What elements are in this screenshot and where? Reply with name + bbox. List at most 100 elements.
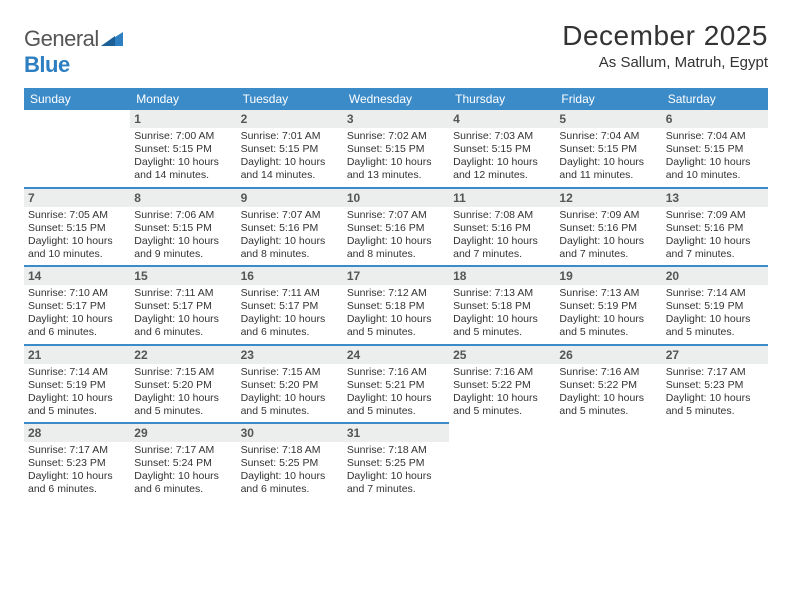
day-number: 31 bbox=[343, 424, 449, 442]
day-number: 23 bbox=[237, 346, 343, 364]
day-info: Sunrise: 7:11 AMSunset: 5:17 PMDaylight:… bbox=[130, 285, 236, 344]
day-number: 9 bbox=[237, 189, 343, 207]
empty-day bbox=[555, 423, 661, 440]
calendar-day-cell: 21Sunrise: 7:14 AMSunset: 5:19 PMDayligh… bbox=[24, 345, 130, 424]
day-info: Sunrise: 7:01 AMSunset: 5:15 PMDaylight:… bbox=[237, 128, 343, 187]
calendar-day-cell: 10Sunrise: 7:07 AMSunset: 5:16 PMDayligh… bbox=[343, 188, 449, 267]
calendar-day-cell: 3Sunrise: 7:02 AMSunset: 5:15 PMDaylight… bbox=[343, 110, 449, 188]
calendar-thead: SundayMondayTuesdayWednesdayThursdayFrid… bbox=[24, 88, 768, 110]
day-number: 24 bbox=[343, 346, 449, 364]
page-header: General Blue December 2025 As Sallum, Ma… bbox=[24, 20, 768, 78]
day-info: Sunrise: 7:14 AMSunset: 5:19 PMDaylight:… bbox=[662, 285, 768, 344]
brand-part1: General bbox=[24, 26, 99, 51]
day-info: Sunrise: 7:09 AMSunset: 5:16 PMDaylight:… bbox=[555, 207, 661, 266]
calendar-day-cell bbox=[555, 423, 661, 501]
day-number: 5 bbox=[555, 110, 661, 128]
day-number: 21 bbox=[24, 346, 130, 364]
calendar-day-cell: 4Sunrise: 7:03 AMSunset: 5:15 PMDaylight… bbox=[449, 110, 555, 188]
day-info: Sunrise: 7:10 AMSunset: 5:17 PMDaylight:… bbox=[24, 285, 130, 344]
calendar-day-cell: 28Sunrise: 7:17 AMSunset: 5:23 PMDayligh… bbox=[24, 423, 130, 501]
weekday-header: Monday bbox=[130, 88, 236, 110]
day-info: Sunrise: 7:14 AMSunset: 5:19 PMDaylight:… bbox=[24, 364, 130, 423]
calendar-day-cell: 30Sunrise: 7:18 AMSunset: 5:25 PMDayligh… bbox=[237, 423, 343, 501]
day-info: Sunrise: 7:13 AMSunset: 5:18 PMDaylight:… bbox=[449, 285, 555, 344]
day-number: 2 bbox=[237, 110, 343, 128]
calendar-day-cell: 11Sunrise: 7:08 AMSunset: 5:16 PMDayligh… bbox=[449, 188, 555, 267]
day-number: 15 bbox=[130, 267, 236, 285]
day-number: 20 bbox=[662, 267, 768, 285]
calendar-week-row: 14Sunrise: 7:10 AMSunset: 5:17 PMDayligh… bbox=[24, 266, 768, 345]
empty-day bbox=[24, 110, 130, 127]
calendar-day-cell: 2Sunrise: 7:01 AMSunset: 5:15 PMDaylight… bbox=[237, 110, 343, 188]
day-number: 13 bbox=[662, 189, 768, 207]
day-info: Sunrise: 7:00 AMSunset: 5:15 PMDaylight:… bbox=[130, 128, 236, 187]
calendar-week-row: 21Sunrise: 7:14 AMSunset: 5:19 PMDayligh… bbox=[24, 345, 768, 424]
day-number: 30 bbox=[237, 424, 343, 442]
calendar-day-cell: 1Sunrise: 7:00 AMSunset: 5:15 PMDaylight… bbox=[130, 110, 236, 188]
day-info: Sunrise: 7:16 AMSunset: 5:21 PMDaylight:… bbox=[343, 364, 449, 423]
day-info: Sunrise: 7:18 AMSunset: 5:25 PMDaylight:… bbox=[237, 442, 343, 501]
day-info: Sunrise: 7:12 AMSunset: 5:18 PMDaylight:… bbox=[343, 285, 449, 344]
calendar-day-cell: 14Sunrise: 7:10 AMSunset: 5:17 PMDayligh… bbox=[24, 266, 130, 345]
day-number: 7 bbox=[24, 189, 130, 207]
day-info: Sunrise: 7:04 AMSunset: 5:15 PMDaylight:… bbox=[662, 128, 768, 187]
weekday-header: Saturday bbox=[662, 88, 768, 110]
weekday-header: Tuesday bbox=[237, 88, 343, 110]
weekday-header: Thursday bbox=[449, 88, 555, 110]
brand-text: General Blue bbox=[24, 26, 123, 78]
day-number: 18 bbox=[449, 267, 555, 285]
calendar-day-cell: 25Sunrise: 7:16 AMSunset: 5:22 PMDayligh… bbox=[449, 345, 555, 424]
day-info: Sunrise: 7:11 AMSunset: 5:17 PMDaylight:… bbox=[237, 285, 343, 344]
day-number: 14 bbox=[24, 267, 130, 285]
day-info: Sunrise: 7:18 AMSunset: 5:25 PMDaylight:… bbox=[343, 442, 449, 501]
day-number: 29 bbox=[130, 424, 236, 442]
day-number: 27 bbox=[662, 346, 768, 364]
weekday-header-row: SundayMondayTuesdayWednesdayThursdayFrid… bbox=[24, 88, 768, 110]
calendar-table: SundayMondayTuesdayWednesdayThursdayFrid… bbox=[24, 88, 768, 501]
day-number: 1 bbox=[130, 110, 236, 128]
calendar-day-cell: 20Sunrise: 7:14 AMSunset: 5:19 PMDayligh… bbox=[662, 266, 768, 345]
location-subtitle: As Sallum, Matruh, Egypt bbox=[562, 54, 768, 71]
day-info: Sunrise: 7:08 AMSunset: 5:16 PMDaylight:… bbox=[449, 207, 555, 266]
calendar-body: 1Sunrise: 7:00 AMSunset: 5:15 PMDaylight… bbox=[24, 110, 768, 501]
calendar-day-cell: 29Sunrise: 7:17 AMSunset: 5:24 PMDayligh… bbox=[130, 423, 236, 501]
brand-part2: Blue bbox=[24, 52, 70, 77]
calendar-day-cell: 8Sunrise: 7:06 AMSunset: 5:15 PMDaylight… bbox=[130, 188, 236, 267]
calendar-day-cell: 15Sunrise: 7:11 AMSunset: 5:17 PMDayligh… bbox=[130, 266, 236, 345]
calendar-day-cell: 7Sunrise: 7:05 AMSunset: 5:15 PMDaylight… bbox=[24, 188, 130, 267]
empty-day bbox=[449, 423, 555, 440]
day-info: Sunrise: 7:17 AMSunset: 5:23 PMDaylight:… bbox=[662, 364, 768, 423]
calendar-day-cell: 26Sunrise: 7:16 AMSunset: 5:22 PMDayligh… bbox=[555, 345, 661, 424]
day-info: Sunrise: 7:16 AMSunset: 5:22 PMDaylight:… bbox=[555, 364, 661, 423]
brand-logo: General Blue bbox=[24, 26, 123, 78]
calendar-day-cell: 23Sunrise: 7:15 AMSunset: 5:20 PMDayligh… bbox=[237, 345, 343, 424]
day-info: Sunrise: 7:16 AMSunset: 5:22 PMDaylight:… bbox=[449, 364, 555, 423]
calendar-day-cell: 22Sunrise: 7:15 AMSunset: 5:20 PMDayligh… bbox=[130, 345, 236, 424]
empty-day bbox=[662, 423, 768, 440]
day-number: 6 bbox=[662, 110, 768, 128]
day-number: 28 bbox=[24, 424, 130, 442]
weekday-header: Friday bbox=[555, 88, 661, 110]
calendar-day-cell bbox=[24, 110, 130, 188]
day-number: 22 bbox=[130, 346, 236, 364]
title-block: December 2025 As Sallum, Matruh, Egypt bbox=[562, 20, 768, 71]
calendar-day-cell: 27Sunrise: 7:17 AMSunset: 5:23 PMDayligh… bbox=[662, 345, 768, 424]
day-number: 17 bbox=[343, 267, 449, 285]
day-info: Sunrise: 7:06 AMSunset: 5:15 PMDaylight:… bbox=[130, 207, 236, 266]
calendar-day-cell: 17Sunrise: 7:12 AMSunset: 5:18 PMDayligh… bbox=[343, 266, 449, 345]
day-info: Sunrise: 7:17 AMSunset: 5:24 PMDaylight:… bbox=[130, 442, 236, 501]
day-info: Sunrise: 7:17 AMSunset: 5:23 PMDaylight:… bbox=[24, 442, 130, 501]
calendar-day-cell: 19Sunrise: 7:13 AMSunset: 5:19 PMDayligh… bbox=[555, 266, 661, 345]
day-info: Sunrise: 7:04 AMSunset: 5:15 PMDaylight:… bbox=[555, 128, 661, 187]
calendar-day-cell: 16Sunrise: 7:11 AMSunset: 5:17 PMDayligh… bbox=[237, 266, 343, 345]
day-number: 16 bbox=[237, 267, 343, 285]
day-number: 10 bbox=[343, 189, 449, 207]
month-title: December 2025 bbox=[562, 20, 768, 52]
calendar-day-cell: 24Sunrise: 7:16 AMSunset: 5:21 PMDayligh… bbox=[343, 345, 449, 424]
day-info: Sunrise: 7:07 AMSunset: 5:16 PMDaylight:… bbox=[343, 207, 449, 266]
weekday-header: Wednesday bbox=[343, 88, 449, 110]
day-number: 19 bbox=[555, 267, 661, 285]
calendar-day-cell bbox=[662, 423, 768, 501]
day-info: Sunrise: 7:15 AMSunset: 5:20 PMDaylight:… bbox=[237, 364, 343, 423]
calendar-day-cell: 31Sunrise: 7:18 AMSunset: 5:25 PMDayligh… bbox=[343, 423, 449, 501]
